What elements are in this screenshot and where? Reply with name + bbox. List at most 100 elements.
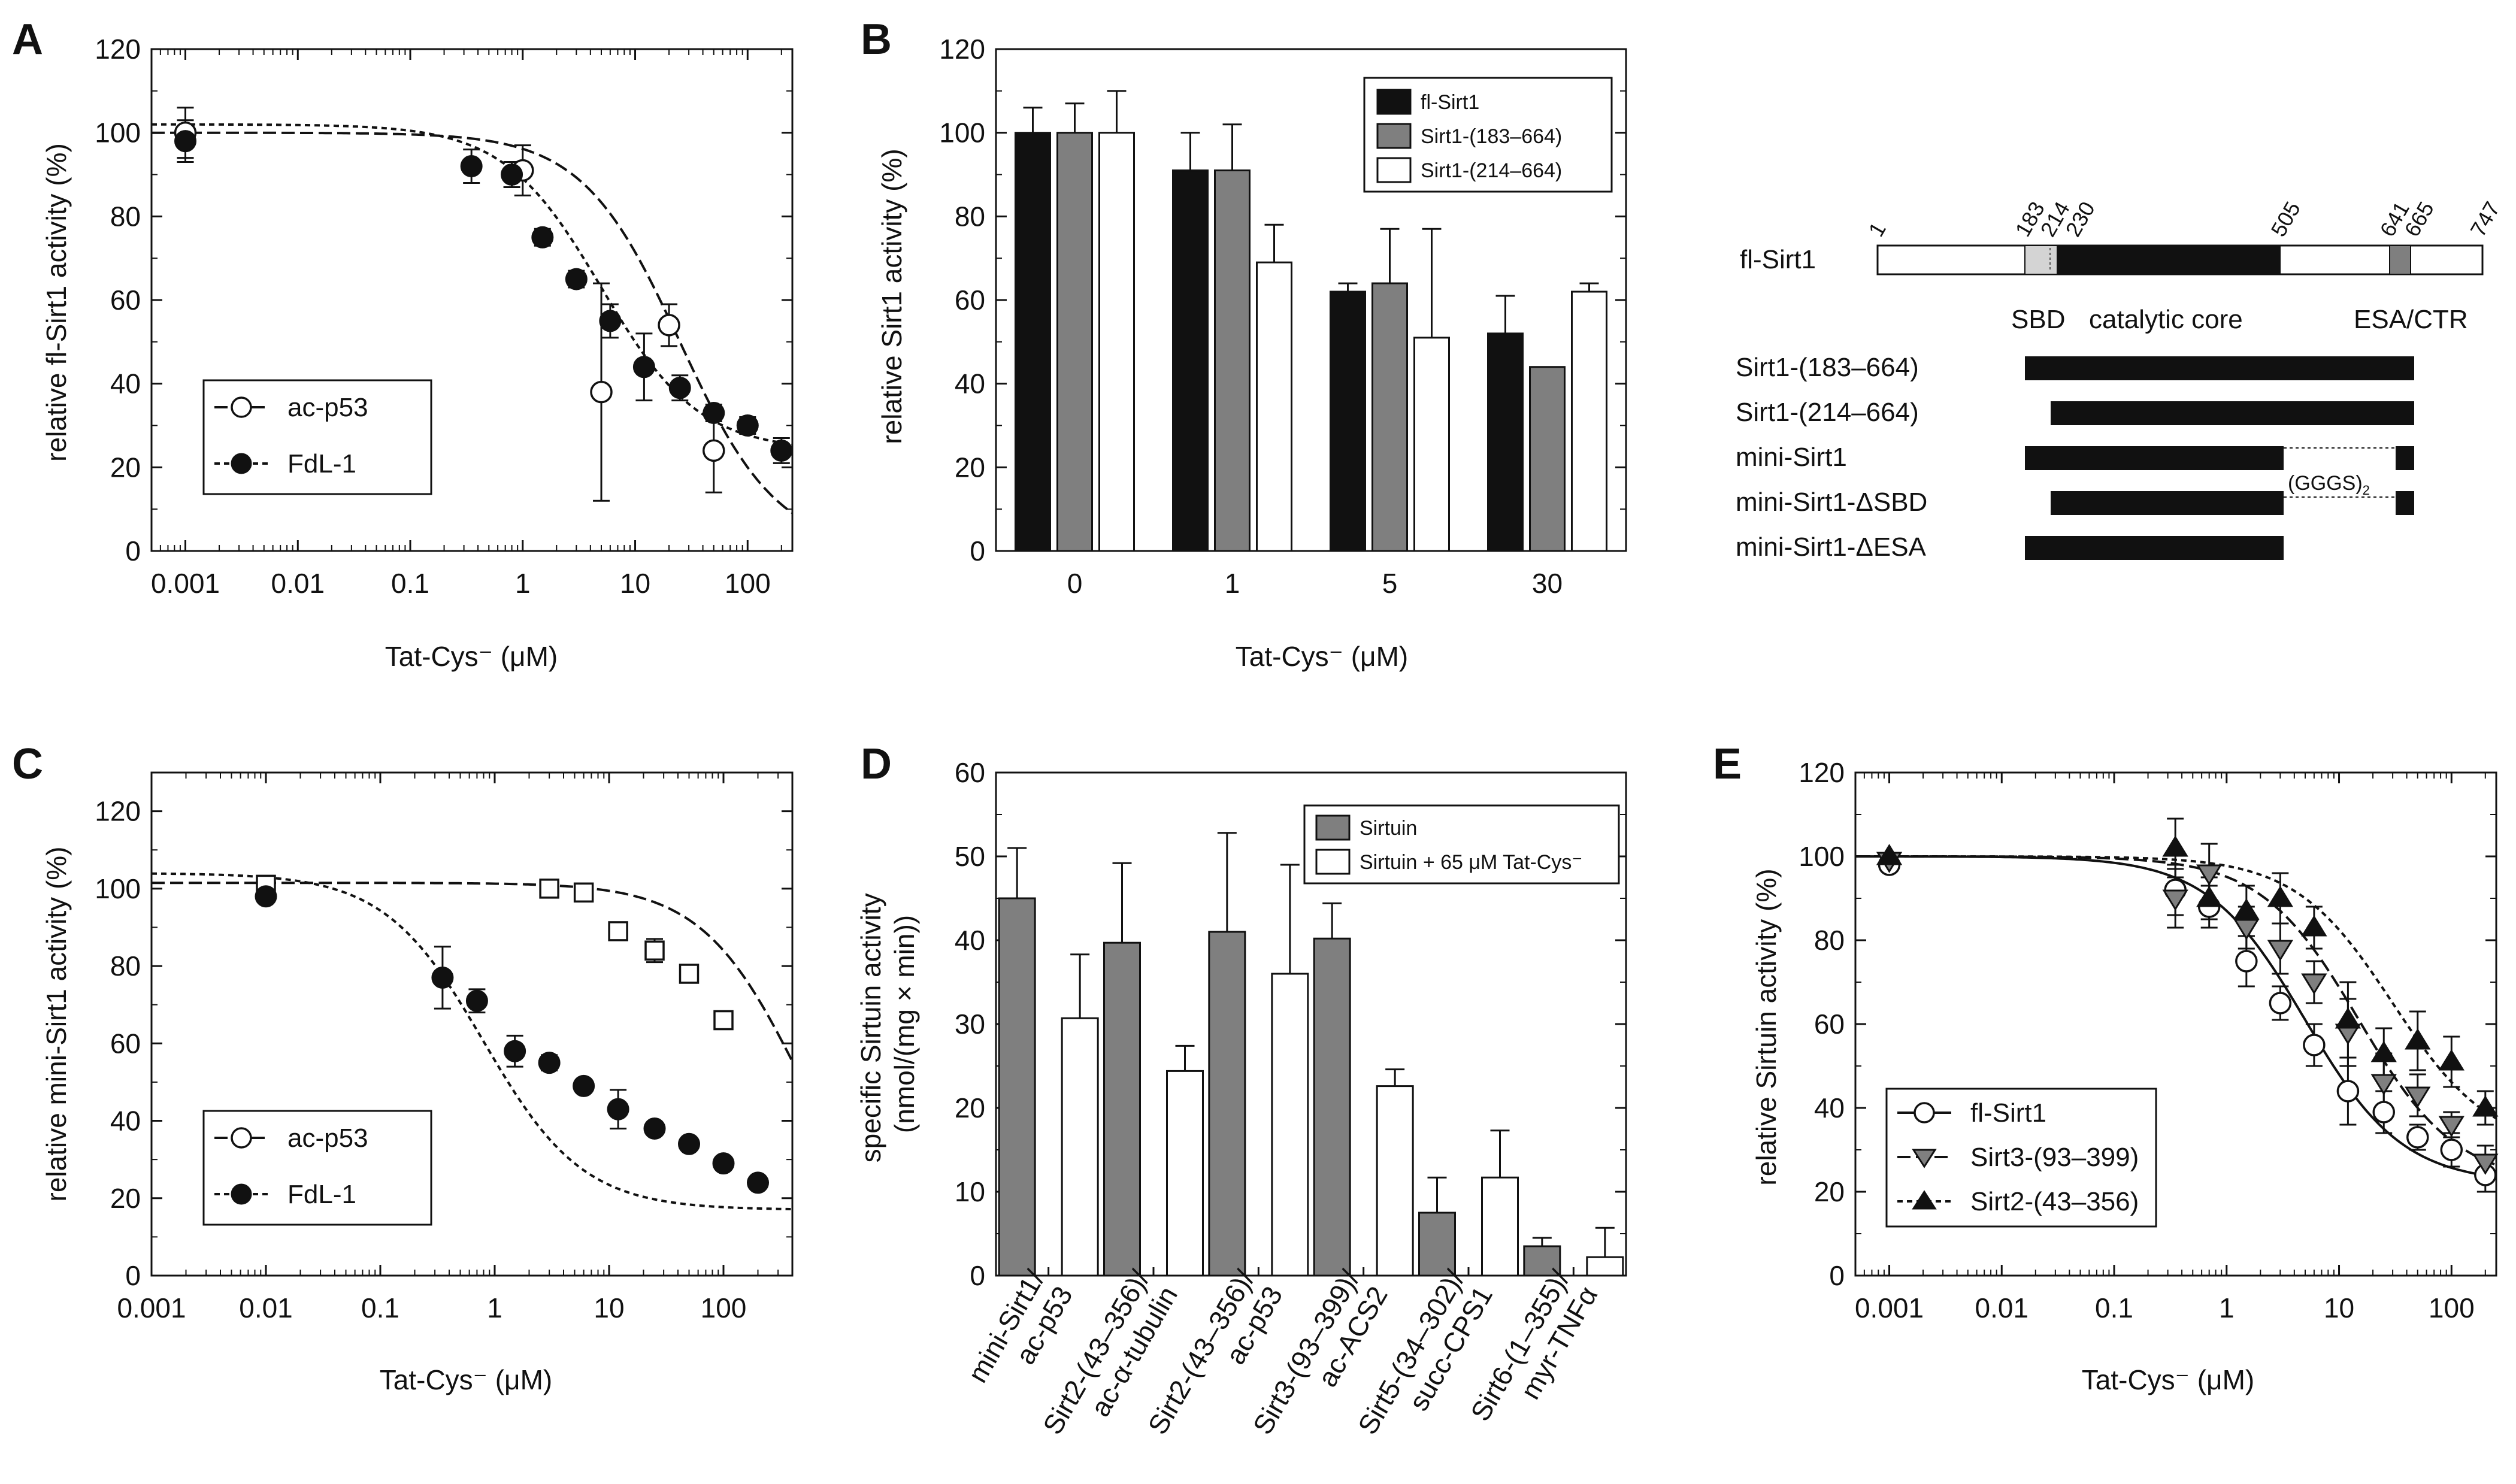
construct-label-mini-sirt1-desa: mini-Sirt1-ΔESA [1736,532,1927,562]
panel-c-xtick-label: 0.001 [117,1292,186,1324]
panel-d-legend-sirtuin-tatcys: Sirtuin + 65 μM Tat-Cys⁻ [1360,851,1582,874]
panel-e-point-sirt3-93-399- [2405,1086,2431,1108]
panel-b-bar-0-2 [1330,290,1366,552]
sirt1-construct-diagram: fl-Sirt1 1 183 214 230 505 641 665 747 S… [1736,197,2505,562]
panel-a-point-fdl-1 [460,155,483,178]
panel-d-bar-0-1 [1103,941,1141,1277]
panel-e-point-sirt2-43-356- [2405,1028,2431,1050]
legend-swatch-gray [1376,123,1412,149]
panel-b-bar-1-1 [1214,169,1251,552]
panel-b-bar-0-1 [1172,169,1209,552]
legend-marker-filled-circle [231,1183,252,1205]
panel-e-point-fl-sirt1 [2303,1034,2326,1056]
panel-c-point-ac-p53 [608,921,628,941]
panel-c-point-fdl-1 [573,1074,595,1097]
label-sbd: SBD [2011,305,2065,334]
panel-e-point-sirt3-93-399- [2162,889,2188,911]
panel-e-point-sirt2-43-356- [2267,886,2294,907]
panel-e-point-sirt2-43-356- [2472,1095,2499,1117]
panel-e-xtick-label: 0.001 [1855,1292,1924,1324]
panel-b-bar-2-3 [1571,290,1607,552]
panel-b-category-label: 1 [1225,568,1240,599]
panel-d-frame [995,771,1627,1277]
panel-c-point-fdl-1 [255,885,277,908]
panel-label-c: C [12,740,43,788]
panel-b: B relative Sirt1 activity (%) Tat-Cys⁻ (… [861,16,1627,672]
panel-e-ytick-label: 100 [1799,841,1845,872]
panel-e-legend-sirt3: Sirt3-(93–399) [1970,1143,2139,1172]
panel-e-frame [1854,771,2497,1277]
panel-c-point-ac-p53 [539,879,559,899]
panel-e-xtick-label: 1 [2219,1292,2235,1324]
panel-c-point-ac-p53 [679,964,700,984]
panel-c-fit-curve-0 [152,882,794,1062]
panel-c-point-fdl-1 [712,1152,735,1175]
panel-e-point-sirt2-43-356- [2233,898,2260,920]
panel-e-point-sirt3-93-399- [2472,1153,2499,1175]
panel-b-category-label: 5 [1382,568,1398,599]
panel-a-xtick-label: 0.1 [391,568,429,599]
panel-a-ytick-label: 40 [110,368,141,399]
panel-d-bar-1-5 [1586,1256,1624,1277]
panel-d-ytick-label: 0 [970,1260,985,1291]
panel-label-b: B [861,16,892,63]
panel-a-point-fdl-1 [632,356,655,378]
panel-a-ytick-label: 120 [95,34,141,65]
panel-a-fit-curve-1 [152,123,793,446]
panel-e-xtick-label: 0.1 [2095,1292,2133,1324]
panel-d-ytick-label: 10 [955,1176,985,1207]
panel-d-bar-0-2 [1208,931,1246,1277]
panel-c-xtick-label: 0.01 [239,1292,293,1324]
panel-b-bar-1-3 [1529,366,1566,552]
panel-e-point-sirt2-43-356- [1876,844,1903,865]
esa-region [2389,245,2411,275]
panel-e-point-sirt2-43-356- [2162,835,2188,857]
panel-e-point-sirt2-43-356- [2438,1049,2464,1071]
panel-c-ytick-label: 100 [95,873,141,904]
panel-a-ytick-label: 80 [110,201,141,232]
construct-label-mini-sirt1-dsbd: mini-Sirt1-ΔSBD [1736,487,1927,517]
panel-c-ytick-label: 60 [110,1028,141,1059]
panel-e-ytick-label: 60 [1814,1008,1845,1040]
panel-d-bar-0-4 [1418,1212,1456,1277]
diagram-fl-sirt1-label: fl-Sirt1 [1740,245,1816,274]
pos-505: 505 [2266,197,2305,241]
panel-b-ytick-label: 80 [955,201,985,232]
panel-e-xtick-label: 0.01 [1975,1292,2029,1324]
panel-b-ytick-label: 100 [939,117,985,149]
panel-a-legend-ac-p53: ac-p53 [287,393,368,422]
panel-e-ytick-label: 20 [1814,1176,1845,1207]
panel-a-ytick-label: 20 [110,452,141,483]
panel-b-bar-1-0 [1056,132,1093,552]
panel-a-xlabel: Tat-Cys⁻ (μM) [385,641,558,672]
panel-e-ytick-label: 120 [1799,757,1845,788]
panel-e-point-sirt3-93-399- [2233,919,2260,940]
panel-c-legend-fdl-1: FdL-1 [287,1180,356,1209]
panel-b-ylabel: relative Sirt1 activity (%) [876,149,907,444]
panel-e-point-sirt3-93-399- [2301,973,2327,995]
panel-e-xtick-label: 100 [2429,1292,2475,1324]
panel-e-point-sirt2-43-356- [2301,915,2327,937]
panel-c-point-ac-p53 [573,882,594,903]
panel-b-ytick-label: 20 [955,452,985,483]
panel-c-frame [150,771,794,1277]
construct-label-214-664: Sirt1-(214–664) [1736,398,1919,427]
panel-b-frame [995,48,1627,552]
panel-b-category-label: 30 [1532,568,1563,599]
panel-e-ytick-label: 80 [1814,925,1845,956]
panel-a-point-ac-p53 [590,380,613,404]
panel-a-xtick-label: 10 [620,568,650,599]
panel-b-bar-0-3 [1487,332,1524,552]
panel-d-ytick-label: 20 [955,1092,985,1123]
panel-c-ytick-label: 120 [95,796,141,827]
panel-d-bar-0-3 [1313,937,1351,1277]
panel-c-point-fdl-1 [538,1052,561,1074]
panel-e-point-fl-sirt1 [2440,1138,2463,1161]
construct-bar-desa [2025,536,2284,560]
panel-e-point-fl-sirt1 [2372,1101,2395,1123]
panel-a-point-fdl-1 [736,414,759,437]
panel-a-ytick-label: 0 [125,535,141,567]
linker-label: (GGGS)2 [2288,472,2370,498]
panel-c-ylabel: relative mini-Sirt1 activity (%) [41,847,72,1202]
panel-d-ytick-label: 30 [955,1008,985,1040]
